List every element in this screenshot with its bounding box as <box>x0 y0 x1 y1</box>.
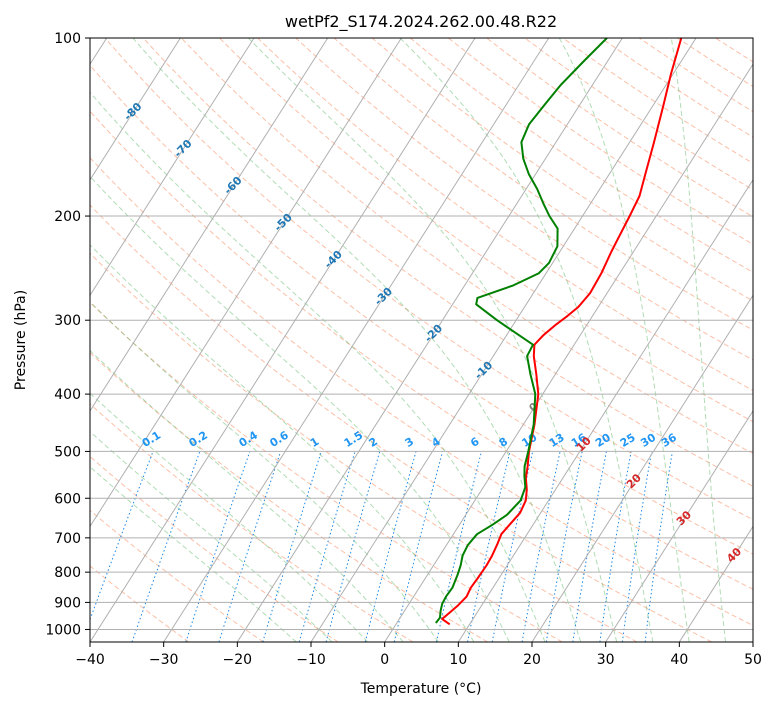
x-axis: −40 −30 −20 −10 0 10 20 30 40 50 <box>75 642 762 668</box>
y-tick-label: 900 <box>54 595 81 611</box>
plot-frame <box>89 37 754 643</box>
dry-adiabat-line <box>180 38 753 455</box>
dewpoint-profile-line <box>435 38 608 624</box>
isotherm-line <box>90 38 329 412</box>
y-axis: 100 200 300 400 500 600 700 800 900 1000 <box>45 31 90 638</box>
moist-adiabat-line <box>90 392 369 642</box>
mixing-ratio-line <box>364 451 417 642</box>
x-tick-label: −20 <box>223 652 253 668</box>
isotherm-line <box>678 525 753 642</box>
profile-lines <box>435 38 683 626</box>
dry-adiabat-line <box>90 204 712 642</box>
mixing-ratio-line <box>218 451 282 642</box>
moist-adiabat-line <box>132 38 582 642</box>
dry-adiabat-line <box>90 301 563 642</box>
mixing-ratio-line <box>185 451 251 642</box>
mixing-ratio-line <box>644 451 673 642</box>
isotherm-line <box>531 294 753 642</box>
isotherm-line <box>236 38 623 642</box>
y-axis-title: Pressure (hPa) <box>13 290 29 390</box>
isotherm-line <box>457 178 753 642</box>
moist-adiabat-line <box>558 38 690 642</box>
x-tick-label: −10 <box>296 652 326 668</box>
isotherm-line <box>90 38 181 181</box>
dry-adiabat-line <box>90 351 488 642</box>
y-tick-label: 700 <box>54 531 81 547</box>
isotherm-line <box>90 38 476 642</box>
y-tick-label: 800 <box>54 565 81 581</box>
x-tick-label: −30 <box>149 652 179 668</box>
dry-adiabat-line <box>257 38 753 392</box>
isotherm-line <box>310 38 697 642</box>
moist-adiabat-line <box>90 244 475 642</box>
y-tick-label: 500 <box>54 444 81 460</box>
x-tick-label: 40 <box>670 652 688 668</box>
x-axis-title: Temperature (°C) <box>360 681 482 697</box>
y-tick-label: 1000 <box>45 622 81 638</box>
moist-adiabat-line <box>670 38 727 642</box>
dry-adiabat-line <box>90 455 339 642</box>
isotherm-line <box>90 38 402 528</box>
x-tick-label: 10 <box>449 652 467 668</box>
mixing-ratio-line <box>262 451 322 642</box>
isobar-grid <box>90 38 753 630</box>
dry-adiabat-line <box>90 252 638 642</box>
isotherm-grid <box>90 38 753 642</box>
x-tick-label: 50 <box>744 652 762 668</box>
moist-adiabat-line <box>399 38 654 642</box>
x-tick-label: 20 <box>523 652 541 668</box>
dry-adiabat-line <box>371 38 753 302</box>
chart-title: wetPf2_S174.2024.262.00.48.R22 <box>285 12 557 32</box>
isotherm-line <box>163 38 550 642</box>
mixing-ratio-line <box>621 451 653 642</box>
dry-adiabat-line <box>104 38 753 521</box>
moist-adiabat-line <box>90 91 546 642</box>
mixing-ratio-line <box>325 451 381 642</box>
x-tick-label: 0 <box>380 652 389 668</box>
dry-adiabat-line <box>90 157 753 627</box>
mixing-ratio-line <box>298 451 356 642</box>
x-tick-label: 30 <box>597 652 615 668</box>
moist-adiabat-line <box>90 349 404 642</box>
y-tick-label: 100 <box>54 31 81 47</box>
mixing-ratio-line <box>599 451 632 642</box>
y-tick-label: 400 <box>54 387 81 403</box>
dry-adiabat-line <box>90 509 264 642</box>
temperature-profile-line <box>441 38 683 626</box>
moist-adiabat-line <box>90 175 510 642</box>
x-tick-label: −40 <box>75 652 105 668</box>
dry-adiabat-line <box>90 110 753 590</box>
y-tick-label: 300 <box>54 313 81 329</box>
isotherm-line <box>384 63 753 642</box>
y-tick-label: 600 <box>54 491 81 507</box>
moist-adiabat-line <box>90 301 439 642</box>
y-tick-label: 200 <box>54 209 81 225</box>
isotherm-line <box>605 409 753 642</box>
moist-adiabat-line <box>90 430 333 642</box>
isotherm-line <box>90 38 255 297</box>
dry-adiabat-line <box>333 38 753 331</box>
